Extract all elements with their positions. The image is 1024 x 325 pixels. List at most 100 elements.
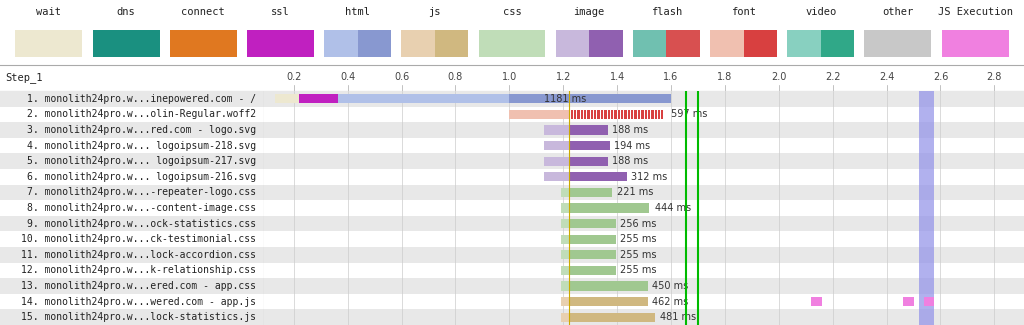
- Text: video: video: [805, 7, 837, 17]
- Bar: [560, 188, 568, 197]
- Bar: [545, 172, 568, 181]
- Bar: [545, 141, 568, 150]
- Bar: [264, 169, 1024, 185]
- Bar: [568, 266, 615, 275]
- Text: 8. monolith24pro.w...-content-image.css: 8. monolith24pro.w...-content-image.css: [28, 203, 256, 213]
- Bar: [0, 278, 264, 294]
- Text: 2.2: 2.2: [825, 72, 841, 82]
- Bar: [568, 281, 648, 291]
- Text: connect: connect: [181, 7, 225, 17]
- Text: 255 ms: 255 ms: [620, 250, 656, 260]
- Text: 5. monolith24pro.w... logoipsum-217.svg: 5. monolith24pro.w... logoipsum-217.svg: [28, 156, 256, 166]
- Bar: [0, 294, 264, 309]
- Text: other: other: [883, 7, 913, 17]
- Text: 188 ms: 188 ms: [611, 125, 648, 135]
- Bar: [357, 30, 391, 57]
- Bar: [247, 30, 314, 57]
- Bar: [568, 250, 615, 259]
- Text: 15. monolith24pro.w...lock-statistics.js: 15. monolith24pro.w...lock-statistics.js: [22, 312, 256, 322]
- Bar: [509, 94, 671, 103]
- Text: 1.0: 1.0: [502, 72, 517, 82]
- Text: 14. monolith24pro.w...wered.com - app.js: 14. monolith24pro.w...wered.com - app.js: [22, 297, 256, 306]
- Bar: [556, 30, 589, 57]
- Text: 194 ms: 194 ms: [614, 141, 650, 150]
- Text: 597 ms: 597 ms: [671, 110, 708, 119]
- Text: 2.6: 2.6: [933, 72, 948, 82]
- Bar: [264, 153, 1024, 169]
- Bar: [568, 110, 663, 119]
- Text: 1.4: 1.4: [609, 72, 625, 82]
- Text: 13. monolith24pro.w...ered.com - app.css: 13. monolith24pro.w...ered.com - app.css: [22, 281, 256, 291]
- Text: 312 ms: 312 ms: [631, 172, 667, 182]
- Text: 0.4: 0.4: [340, 72, 355, 82]
- Bar: [560, 313, 568, 322]
- Text: wait: wait: [36, 7, 61, 17]
- Bar: [325, 30, 357, 57]
- Bar: [0, 185, 264, 200]
- Bar: [821, 30, 854, 57]
- Bar: [568, 157, 607, 166]
- Text: 10. monolith24pro.w...ck-testimonial.css: 10. monolith24pro.w...ck-testimonial.css: [22, 234, 256, 244]
- Text: css: css: [503, 7, 521, 17]
- Text: 9. monolith24pro.w...ock-statistics.css: 9. monolith24pro.w...ock-statistics.css: [28, 219, 256, 228]
- Text: 0.6: 0.6: [394, 72, 410, 82]
- Text: 1. monolith24pro.w...inepowered.com - /: 1. monolith24pro.w...inepowered.com - /: [28, 94, 256, 104]
- Bar: [264, 138, 1024, 153]
- Bar: [264, 91, 1024, 107]
- Bar: [299, 94, 338, 103]
- Bar: [509, 110, 568, 119]
- Text: 12. monolith24pro.w...k-relationship.css: 12. monolith24pro.w...k-relationship.css: [22, 266, 256, 275]
- Text: 6. monolith24pro.w... logoipsum-216.svg: 6. monolith24pro.w... logoipsum-216.svg: [28, 172, 256, 182]
- Text: 1.6: 1.6: [664, 72, 679, 82]
- Bar: [568, 219, 615, 228]
- Bar: [568, 141, 610, 150]
- Bar: [170, 30, 237, 57]
- Text: 1.8: 1.8: [717, 72, 732, 82]
- Bar: [264, 200, 1024, 216]
- Bar: [560, 219, 568, 228]
- Bar: [0, 216, 264, 231]
- Text: 481 ms: 481 ms: [660, 312, 696, 322]
- Bar: [925, 297, 934, 306]
- Bar: [942, 30, 1009, 57]
- Bar: [0, 169, 264, 185]
- Bar: [811, 297, 822, 306]
- Bar: [568, 172, 627, 181]
- Text: 2.0: 2.0: [771, 72, 786, 82]
- Bar: [568, 297, 648, 306]
- Bar: [568, 235, 615, 244]
- Text: 1181 ms: 1181 ms: [545, 94, 587, 104]
- Bar: [568, 188, 611, 197]
- Bar: [264, 122, 1024, 138]
- Bar: [560, 297, 568, 306]
- Bar: [15, 30, 82, 57]
- Bar: [787, 30, 821, 57]
- Bar: [0, 247, 264, 263]
- Text: 1.2: 1.2: [556, 72, 571, 82]
- Text: 188 ms: 188 ms: [611, 156, 648, 166]
- Bar: [264, 247, 1024, 263]
- Bar: [264, 309, 1024, 325]
- Bar: [864, 30, 932, 57]
- Bar: [0, 309, 264, 325]
- Bar: [743, 30, 777, 57]
- Bar: [264, 107, 1024, 122]
- Text: Step_1: Step_1: [5, 72, 43, 84]
- Bar: [0, 263, 264, 278]
- Bar: [0, 138, 264, 153]
- Bar: [0, 231, 264, 247]
- Bar: [560, 235, 568, 244]
- Text: flash: flash: [651, 7, 682, 17]
- Text: dns: dns: [117, 7, 135, 17]
- Bar: [568, 313, 655, 322]
- Bar: [560, 266, 568, 275]
- Bar: [919, 91, 934, 325]
- Text: html: html: [345, 7, 370, 17]
- Bar: [264, 263, 1024, 278]
- Bar: [0, 153, 264, 169]
- Bar: [560, 203, 568, 213]
- Text: 462 ms: 462 ms: [652, 297, 688, 306]
- Bar: [568, 125, 607, 135]
- Text: 11. monolith24pro.w...lock-accordion.css: 11. monolith24pro.w...lock-accordion.css: [22, 250, 256, 260]
- Bar: [0, 107, 264, 122]
